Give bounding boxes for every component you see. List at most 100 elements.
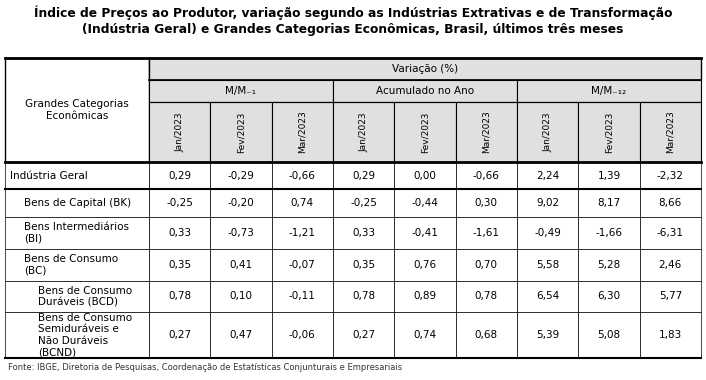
Text: 0,68: 0,68: [474, 330, 498, 340]
Bar: [640, 162, 701, 189]
Bar: [333, 249, 395, 280]
Text: 6,54: 6,54: [536, 291, 559, 301]
Bar: [517, 102, 578, 162]
Bar: [333, 189, 395, 217]
Bar: [272, 312, 333, 358]
Bar: [578, 189, 640, 217]
Bar: [272, 249, 333, 280]
Bar: [333, 217, 395, 249]
Bar: [640, 189, 701, 217]
Bar: [395, 312, 455, 358]
Bar: [272, 189, 333, 217]
Bar: [517, 80, 701, 102]
Bar: [517, 189, 578, 217]
Bar: [149, 58, 701, 80]
Text: Variação (%): Variação (%): [392, 64, 458, 74]
Bar: [640, 280, 701, 312]
Text: -0,25: -0,25: [166, 198, 193, 208]
Bar: [578, 102, 640, 162]
Text: 0,70: 0,70: [475, 260, 498, 269]
Text: -0,06: -0,06: [289, 330, 316, 340]
Bar: [395, 217, 455, 249]
Text: 0,33: 0,33: [168, 228, 191, 238]
Bar: [210, 249, 272, 280]
Text: Mar/2023: Mar/2023: [666, 111, 675, 154]
Text: 0,30: 0,30: [475, 198, 498, 208]
Text: -1,66: -1,66: [595, 228, 623, 238]
Text: Bens de Consumo
Duráveis (BCD): Bens de Consumo Duráveis (BCD): [38, 286, 132, 307]
Text: Bens de Consumo
(BC): Bens de Consumo (BC): [24, 254, 118, 276]
Bar: [578, 280, 640, 312]
Text: Jan/2023: Jan/2023: [359, 112, 368, 152]
Text: Bens de Consumo
Semiduráveis e
Não Duráveis
(BCND): Bens de Consumo Semiduráveis e Não Duráv…: [38, 313, 132, 358]
Text: Bens de Capital (BK): Bens de Capital (BK): [24, 198, 131, 208]
Text: -0,73: -0,73: [227, 228, 254, 238]
Text: 0,78: 0,78: [474, 291, 498, 301]
Bar: [395, 280, 455, 312]
Text: -1,21: -1,21: [289, 228, 316, 238]
Text: 0,76: 0,76: [414, 260, 436, 269]
Text: Fonte: IBGE, Diretoria de Pesquisas, Coordenação de Estatísticas Conjunturais e : Fonte: IBGE, Diretoria de Pesquisas, Coo…: [8, 364, 402, 372]
Text: 0,41: 0,41: [229, 260, 253, 269]
Bar: [5, 280, 149, 312]
Bar: [517, 280, 578, 312]
Bar: [272, 217, 333, 249]
Bar: [333, 312, 395, 358]
Text: Índice de Preços ao Produtor, variação segundo as Indústrias Extrativas e de Tra: Índice de Preços ao Produtor, variação s…: [34, 6, 672, 20]
Bar: [578, 217, 640, 249]
Bar: [395, 189, 455, 217]
Text: -2,32: -2,32: [657, 171, 684, 180]
Text: -0,49: -0,49: [534, 228, 561, 238]
Bar: [149, 280, 210, 312]
Text: 0,78: 0,78: [352, 291, 375, 301]
Text: 5,39: 5,39: [536, 330, 559, 340]
Text: -1,61: -1,61: [473, 228, 500, 238]
Text: 0,35: 0,35: [352, 260, 375, 269]
Bar: [210, 189, 272, 217]
Bar: [517, 312, 578, 358]
Bar: [578, 312, 640, 358]
Text: -0,20: -0,20: [227, 198, 254, 208]
Bar: [333, 80, 517, 102]
Text: Jan/2023: Jan/2023: [175, 112, 184, 152]
Bar: [395, 162, 455, 189]
Bar: [333, 102, 395, 162]
Bar: [517, 249, 578, 280]
Text: 1,39: 1,39: [597, 171, 621, 180]
Bar: [149, 189, 210, 217]
Bar: [5, 162, 149, 189]
Text: 0,29: 0,29: [352, 171, 375, 180]
Text: 0,33: 0,33: [352, 228, 375, 238]
Text: 0,27: 0,27: [168, 330, 191, 340]
Bar: [517, 217, 578, 249]
Bar: [455, 249, 517, 280]
Text: 1,83: 1,83: [659, 330, 682, 340]
Bar: [640, 312, 701, 358]
Text: 0,74: 0,74: [414, 330, 436, 340]
Text: Bens Intermediários
(BI): Bens Intermediários (BI): [24, 222, 129, 244]
Text: -0,41: -0,41: [412, 228, 438, 238]
Bar: [395, 249, 455, 280]
Text: 0,89: 0,89: [414, 291, 436, 301]
Text: 0,47: 0,47: [229, 330, 253, 340]
Text: 5,08: 5,08: [597, 330, 621, 340]
Text: 8,17: 8,17: [597, 198, 621, 208]
Text: -6,31: -6,31: [657, 228, 684, 238]
Bar: [640, 102, 701, 162]
Bar: [455, 162, 517, 189]
Bar: [455, 102, 517, 162]
Text: Fev/2023: Fev/2023: [604, 111, 614, 153]
Bar: [210, 162, 272, 189]
Bar: [5, 58, 149, 162]
Text: 0,27: 0,27: [352, 330, 375, 340]
Text: M/M₋₁: M/M₋₁: [225, 86, 256, 96]
Bar: [333, 280, 395, 312]
Text: 0,10: 0,10: [229, 291, 253, 301]
Bar: [5, 312, 149, 358]
Bar: [5, 189, 149, 217]
Text: 5,28: 5,28: [597, 260, 621, 269]
Text: 5,58: 5,58: [536, 260, 559, 269]
Bar: [272, 102, 333, 162]
Bar: [149, 249, 210, 280]
Bar: [210, 102, 272, 162]
